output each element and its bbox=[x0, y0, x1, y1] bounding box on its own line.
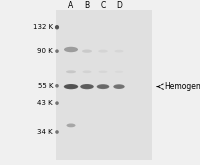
Ellipse shape bbox=[55, 49, 59, 53]
Ellipse shape bbox=[66, 70, 76, 73]
Text: 43 K: 43 K bbox=[37, 100, 53, 106]
Text: D: D bbox=[116, 1, 122, 10]
Ellipse shape bbox=[55, 101, 59, 105]
Ellipse shape bbox=[64, 84, 78, 89]
Ellipse shape bbox=[115, 71, 123, 73]
Ellipse shape bbox=[114, 85, 124, 88]
Ellipse shape bbox=[98, 71, 108, 73]
Text: C: C bbox=[100, 1, 106, 10]
Ellipse shape bbox=[55, 130, 59, 134]
Text: Hemogen: Hemogen bbox=[164, 82, 200, 91]
Text: 90 K: 90 K bbox=[37, 48, 53, 54]
Ellipse shape bbox=[55, 25, 59, 29]
Ellipse shape bbox=[64, 47, 78, 52]
Ellipse shape bbox=[55, 25, 59, 29]
Ellipse shape bbox=[113, 84, 125, 89]
Bar bbox=[56, 10, 152, 160]
Text: A: A bbox=[68, 1, 74, 10]
Ellipse shape bbox=[80, 84, 94, 89]
Ellipse shape bbox=[55, 84, 59, 88]
Ellipse shape bbox=[83, 70, 92, 73]
Text: 55 K: 55 K bbox=[38, 83, 53, 89]
Ellipse shape bbox=[81, 85, 93, 88]
Text: 34 K: 34 K bbox=[37, 129, 53, 135]
Ellipse shape bbox=[66, 123, 76, 127]
Ellipse shape bbox=[97, 84, 109, 89]
Ellipse shape bbox=[82, 50, 92, 53]
Ellipse shape bbox=[98, 50, 108, 53]
Ellipse shape bbox=[64, 85, 78, 88]
Ellipse shape bbox=[114, 50, 124, 52]
Text: 132 K: 132 K bbox=[33, 24, 53, 30]
Text: B: B bbox=[84, 1, 90, 10]
Ellipse shape bbox=[97, 85, 109, 88]
